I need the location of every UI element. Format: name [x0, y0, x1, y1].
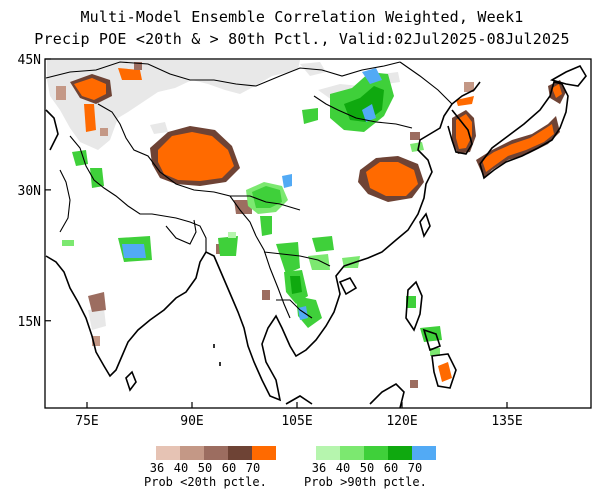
legend-tick-label: 36	[311, 461, 327, 475]
axis-ticks: 75E 90E 105E 120E 135E 45N 30N 15N	[18, 53, 523, 429]
legend-tick-label: 70	[245, 461, 261, 475]
legend-swatch	[364, 446, 388, 460]
map-title-line1: Multi-Model Ensemble Correlation Weighte…	[80, 8, 524, 26]
legend-tick-label: 60	[383, 461, 399, 475]
legend-swatch	[388, 446, 412, 460]
legend-wet	[316, 446, 436, 460]
legend-swatch	[204, 446, 228, 460]
legend-dry	[156, 446, 276, 460]
y-tick-label: 15N	[18, 315, 41, 330]
legend-swatch	[252, 446, 276, 460]
legend-swatch	[412, 446, 436, 460]
y-tick-label: 30N	[18, 184, 41, 199]
y-tick-label: 45N	[18, 53, 41, 68]
legend-tick-label: 70	[407, 461, 423, 475]
legend-wet-labels: 36 40 50 60 70	[307, 461, 427, 475]
legend-tick-label: 50	[197, 461, 213, 475]
legend-swatch	[316, 446, 340, 460]
x-tick-label: 105E	[281, 414, 312, 429]
legend-swatch	[340, 446, 364, 460]
x-tick-label: 75E	[75, 414, 98, 429]
legend-swatch	[228, 446, 252, 460]
legend-tick-label: 40	[335, 461, 351, 475]
legend-tick-label: 60	[221, 461, 237, 475]
legend-tick-label: 50	[359, 461, 375, 475]
wet-probability-areas	[62, 68, 442, 356]
legend-swatch	[156, 446, 180, 460]
map-title-line2: Precip POE <20th & > 80th Pctl., Valid:0…	[34, 30, 570, 48]
coastlines	[45, 64, 587, 408]
legend-tick-label: 36	[149, 461, 165, 475]
legend-wet-caption: Prob >90th pctle.	[304, 475, 427, 489]
x-tick-label: 90E	[180, 414, 203, 429]
legend-swatch	[180, 446, 204, 460]
x-tick-label: 120E	[386, 414, 417, 429]
legend-tick-label: 40	[173, 461, 189, 475]
x-tick-label: 135E	[491, 414, 522, 429]
dry-probability-areas	[56, 62, 566, 388]
probability-layers	[47, 60, 566, 388]
country-borders	[45, 61, 453, 319]
legend-dry-caption: Prob <20th pctle.	[144, 475, 267, 489]
legend-dry-labels: 36 40 50 60 70	[145, 461, 265, 475]
map-frame	[44, 58, 592, 409]
